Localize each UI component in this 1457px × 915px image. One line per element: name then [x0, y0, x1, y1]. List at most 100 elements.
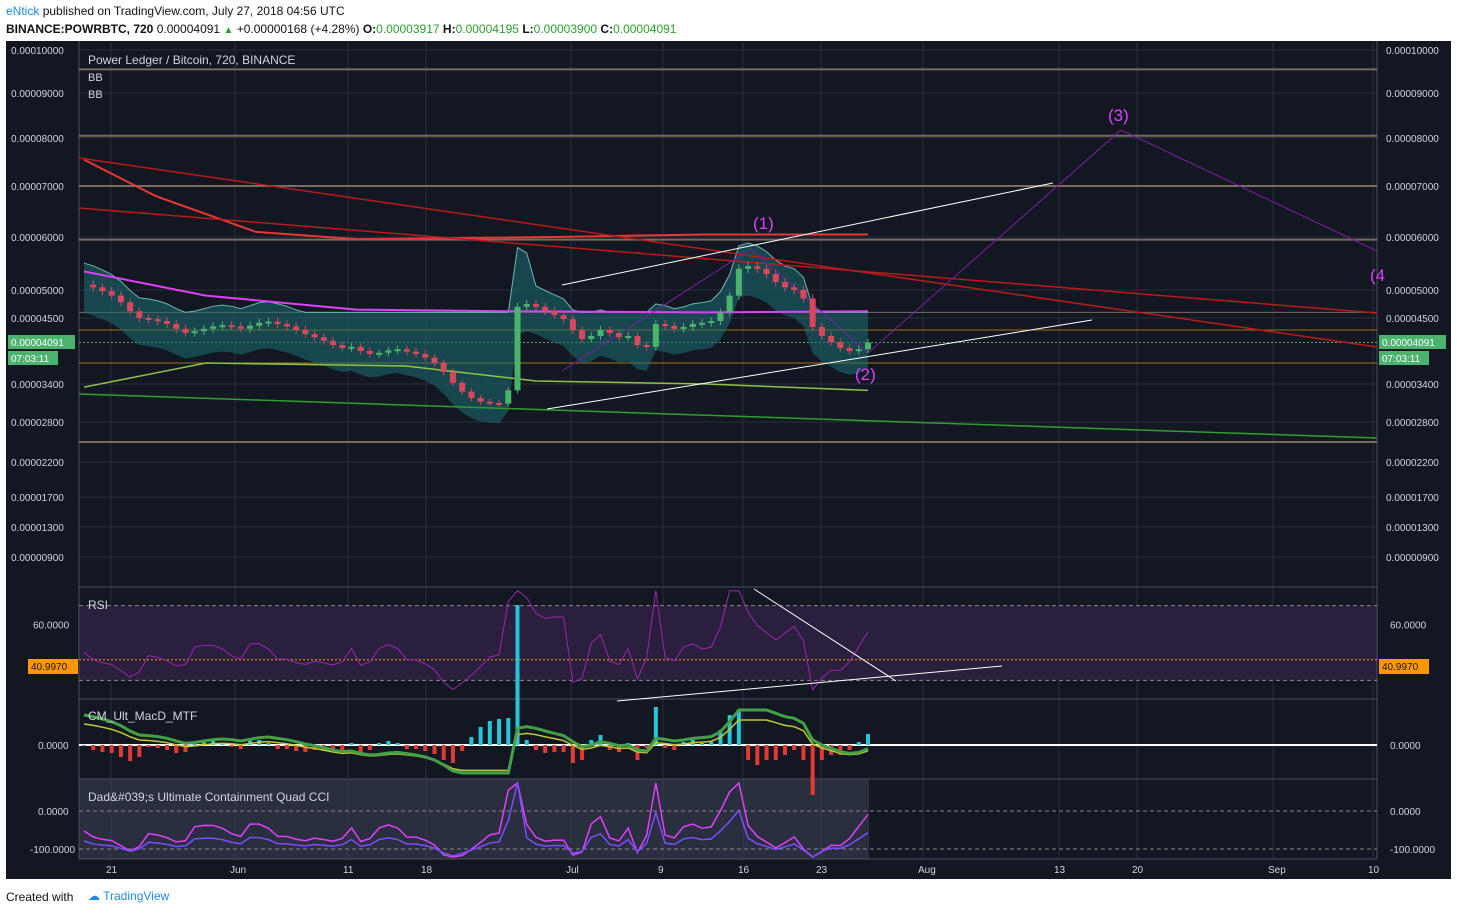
macd-histogram-bar [570, 745, 575, 763]
candle-body [283, 324, 290, 327]
macd-histogram-bar [773, 745, 778, 760]
chart-header: eNtick published on TradingView.com, Jul… [0, 0, 1457, 42]
macd-histogram-bar [561, 745, 566, 752]
candle-body [680, 327, 687, 329]
candle-body [634, 336, 641, 345]
candle-body [505, 390, 512, 404]
price-tick-label: 0.00005000 [1386, 286, 1439, 297]
macd-histogram-bar [82, 745, 86, 746]
macd-histogram-bar [764, 745, 769, 760]
candle-body [791, 287, 798, 290]
rsi-tick-label: 60.0000 [1390, 620, 1427, 631]
time-tick-label: 11 [343, 865, 354, 876]
macd-histogram-bar [404, 745, 409, 749]
macd-histogram-bar [552, 745, 557, 752]
rsi-line: 60.0000 60.0000 [33, 588, 1427, 702]
wave-label-4: (4 [1370, 266, 1385, 285]
rsi-pane-title[interactable]: RSI [88, 598, 108, 612]
support-trendline [78, 393, 1378, 439]
low-value: 0.00003900 [533, 22, 598, 36]
price-tick-label: 0.00006000 [1386, 233, 1439, 244]
candle-body [662, 324, 669, 326]
candle-body [818, 327, 825, 336]
cci-tick-label: 0.0000 [38, 807, 69, 818]
macd-histogram-bar [238, 745, 243, 749]
macd-histogram-bar [91, 745, 96, 750]
macd-signal-line [83, 719, 869, 772]
macd-histogram-bar [432, 745, 437, 754]
chart-svg[interactable]: 0.00010000 0.00009000 0.00008000 0.00007000… [6, 41, 1451, 879]
time-tick-label: 10 [1368, 865, 1380, 876]
cci-lines: 0.0000 -100.0000 0.0000 -100.0000 [30, 781, 1435, 858]
candle-body [514, 306, 521, 391]
candle-body [735, 268, 742, 296]
candle-body [136, 311, 143, 318]
indicator-bb-2[interactable]: BB [88, 89, 103, 101]
candle-body [477, 397, 484, 402]
candle-body [523, 304, 530, 307]
rsi-line [83, 590, 869, 691]
candle-body [357, 346, 364, 351]
cci-pane-title[interactable]: Dad&#039;s Ultimate Containment Quad CCI [88, 790, 329, 804]
close-value: 0.00004091 [613, 22, 677, 36]
macd-histogram-bar [450, 745, 455, 763]
candle-body [579, 330, 586, 339]
chart-background [6, 41, 1451, 879]
candle-body [376, 352, 383, 355]
channel-lower [546, 319, 1093, 410]
candle-body [726, 295, 733, 313]
rsi-value-left: 40.9970 [31, 662, 68, 673]
tradingview-link[interactable]: ☁ TradingView [88, 889, 169, 903]
current-price-left: 0.00004091 [11, 338, 64, 349]
candle-body [717, 312, 724, 321]
macd-histogram-bar [838, 745, 843, 755]
candle-body [366, 351, 373, 354]
macd-histogram-bar [146, 745, 151, 747]
cci-line-1 [83, 781, 869, 858]
candle-body [689, 324, 696, 327]
price-tick-label: 0.00000900 [1386, 553, 1439, 564]
macd-histogram-bar [487, 721, 492, 745]
price-axis-left: 0.00010000 0.00009000 0.00008000 0.00007000… [11, 46, 64, 564]
time-tick-label: 13 [1054, 865, 1066, 876]
macd-histogram-bar [866, 734, 870, 745]
wave-label-3: (3) [1108, 106, 1129, 125]
candle-body [247, 325, 254, 329]
macd-histogram-bar [478, 727, 483, 745]
lower-ma-line [83, 362, 869, 392]
macd-histogram-bar [469, 737, 474, 745]
chart-canvas[interactable]: 0.00010000 0.00009000 0.00008000 0.00007000… [6, 41, 1451, 879]
rsi-value-right: 40.9970 [1382, 662, 1419, 673]
candle-body [173, 324, 180, 329]
candle-body [320, 337, 327, 341]
macd-histogram-bar [100, 745, 105, 752]
time-tick-label: 20 [1132, 865, 1144, 876]
long-ma-line [83, 158, 868, 241]
cci-shade [79, 779, 869, 859]
indicator-bb-1[interactable]: BB [88, 72, 103, 84]
macd-histogram-bar [515, 605, 520, 745]
macd-histogram-bar [746, 745, 751, 760]
macd-histogram-bar [358, 745, 363, 752]
macd-histogram-bar [856, 742, 861, 745]
macd-histogram-bar [533, 745, 538, 750]
wave-label-2: (2) [855, 365, 876, 384]
candle-body [348, 346, 355, 349]
cci-line-2 [83, 782, 869, 858]
candle-body [210, 326, 217, 329]
macd-histogram-bar [294, 745, 299, 751]
candle-body [671, 325, 678, 329]
macd-histogram-bar [377, 743, 382, 745]
macd-histogram-bar [340, 745, 345, 750]
macd-pane-title[interactable]: CM_Ult_MacD_MTF [88, 709, 197, 723]
candle-body [828, 336, 835, 342]
cci-tick-label: 0.0000 [1390, 807, 1421, 818]
high-value: 0.00004195 [455, 22, 519, 36]
macd-histogram-bar [782, 745, 787, 755]
macd-histogram-bar [386, 741, 391, 745]
candle-body [698, 322, 705, 325]
candle-body [588, 336, 595, 339]
horizontal-levels [79, 68, 1377, 443]
author-link[interactable]: eNtick [6, 4, 40, 18]
macd-histogram-bar [423, 745, 428, 751]
